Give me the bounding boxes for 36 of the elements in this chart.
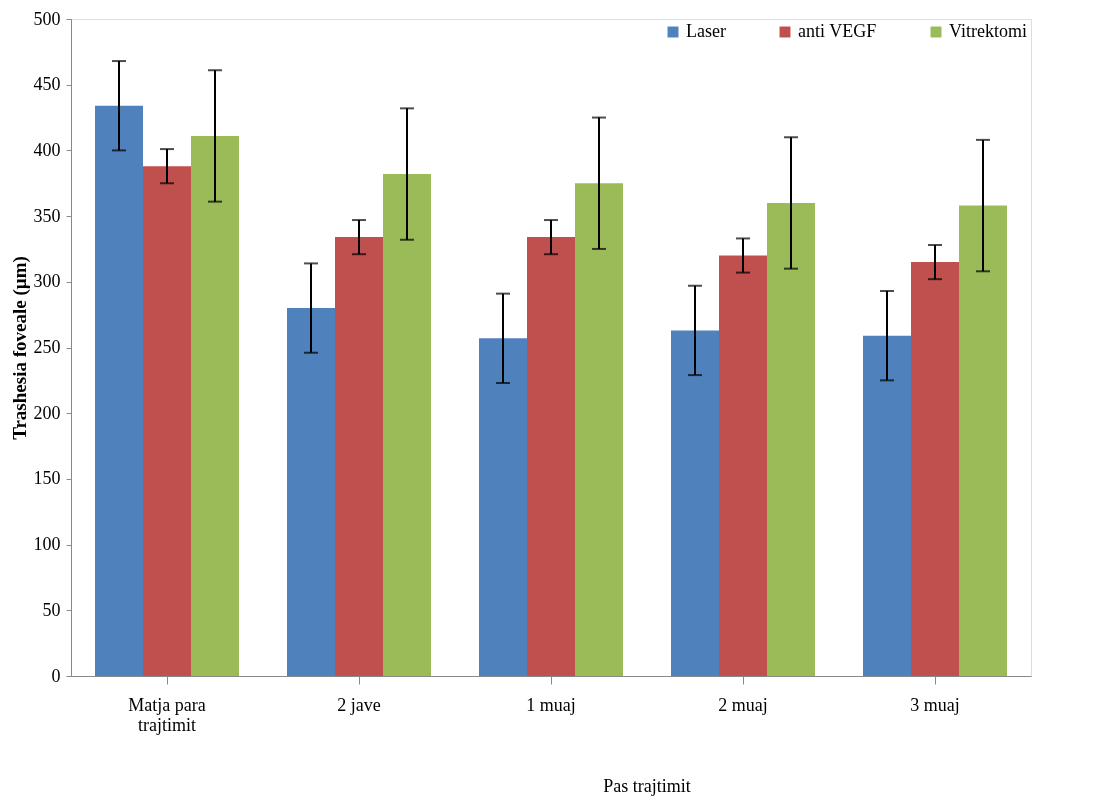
x-tick-label: 1 muaj bbox=[526, 694, 576, 715]
bar bbox=[335, 237, 383, 676]
x-tick-label: 2 muaj bbox=[718, 694, 768, 715]
bar bbox=[767, 202, 815, 676]
y-tick-label: 50 bbox=[42, 599, 61, 620]
bar bbox=[95, 105, 143, 676]
legend-label: anti VEGF bbox=[798, 21, 877, 41]
y-tick-label: 500 bbox=[33, 8, 61, 29]
y-tick-label: 100 bbox=[33, 534, 61, 555]
bar bbox=[671, 330, 719, 676]
x-tick-label: Matja para trajtimit bbox=[128, 694, 206, 735]
y-tick-label: 250 bbox=[33, 337, 61, 357]
legend-label: Vitrektomi bbox=[949, 21, 1027, 41]
bar bbox=[479, 338, 527, 676]
y-tick-label: 200 bbox=[33, 402, 61, 423]
y-tick-label: 300 bbox=[33, 271, 61, 292]
bar bbox=[575, 183, 623, 676]
bar bbox=[959, 205, 1007, 676]
bar bbox=[719, 255, 767, 676]
bar bbox=[191, 135, 239, 676]
y-axis-title: Trashesia foveale (µm) bbox=[8, 256, 31, 440]
y-tick-label: 0 bbox=[51, 665, 61, 686]
bar bbox=[143, 166, 191, 676]
x-tick-label: 3 muaj bbox=[910, 694, 960, 715]
y-tick-label: 350 bbox=[33, 205, 61, 226]
y-tick-label: 400 bbox=[33, 139, 61, 160]
bar bbox=[863, 335, 911, 676]
bar bbox=[287, 308, 335, 676]
bar bbox=[527, 237, 575, 676]
y-tick-label: 450 bbox=[33, 74, 61, 95]
y-tick-label: 150 bbox=[33, 468, 61, 489]
bar bbox=[911, 262, 959, 676]
text: Pas trajtimit bbox=[603, 776, 691, 796]
bar bbox=[383, 174, 431, 676]
x-tick-label: 2 jave bbox=[337, 694, 381, 715]
legend-label: Laser bbox=[686, 21, 726, 41]
